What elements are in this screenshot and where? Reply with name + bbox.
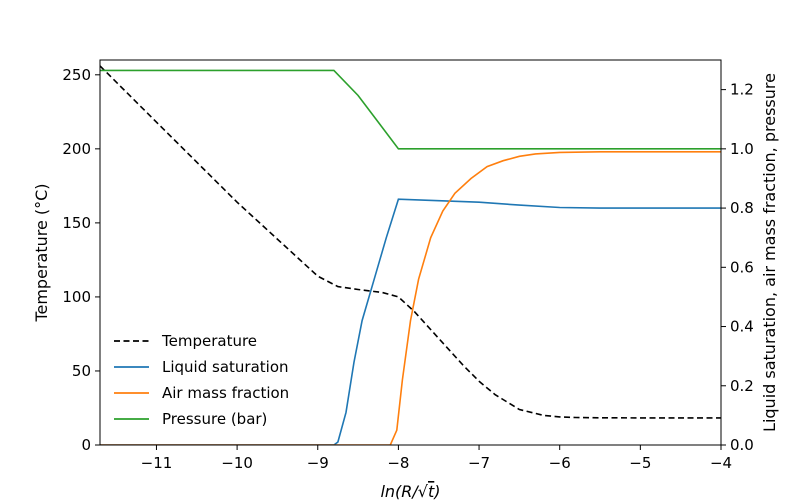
x-tick-label: −10 — [221, 454, 253, 472]
y-left-tick-label: 250 — [62, 66, 91, 84]
y-left-tick-label: 150 — [62, 214, 91, 232]
y-left-tick-label: 100 — [62, 288, 91, 306]
legend-label-pressure-bar: Pressure (bar) — [162, 410, 267, 428]
legend-label-temperature: Temperature — [161, 332, 257, 350]
plot-frame — [99, 59, 722, 446]
x-tick-label: −11 — [141, 454, 173, 472]
y-right-tick-label: 0.0 — [730, 436, 754, 454]
y-right-tick-label: 0.6 — [730, 258, 754, 276]
ticks-layer: −11 −10 −9 −8 −7 −6 −5 −4 0 50 100 150 200 250 0.0 0.2 0… — [62, 66, 754, 472]
y-right-tick-label: 1.0 — [730, 140, 754, 158]
y-left-tick-label: 50 — [72, 362, 91, 380]
series-line-liquid-saturation — [100, 198, 721, 445]
x-axis-label-suffix: ) — [433, 482, 440, 500]
x-tick-label: −7 — [468, 454, 490, 472]
legend: Temperature Liquid saturation Air mass fra… — [114, 332, 289, 428]
y-axis-left-label: Temperature (°C) — [32, 183, 51, 322]
y-right-tick-label: 0.2 — [730, 377, 754, 395]
x-tick-label: −4 — [710, 454, 732, 472]
series-layer — [100, 65, 721, 445]
x-axis-label: ln(R/√t) — [380, 482, 440, 500]
series-line-pressure-bar — [100, 69, 721, 150]
y-left-tick-label: 0 — [81, 436, 91, 454]
x-axis-label-radical: √ — [418, 482, 429, 500]
x-tick-label: −5 — [629, 454, 651, 472]
y-axis-right-label: Liquid saturation, air mass fraction, pr… — [760, 73, 779, 432]
x-tick-label: −8 — [387, 454, 409, 472]
legend-label-air-mass-fraction: Air mass fraction — [162, 384, 289, 402]
series-line-temperature — [100, 65, 721, 419]
legend-label-liquid-saturation: Liquid saturation — [162, 358, 289, 376]
x-axis-label-radicand: t — [428, 482, 435, 500]
x-tick-label: −6 — [549, 454, 571, 472]
y-right-tick-label: 0.8 — [730, 199, 754, 217]
y-left-tick-label: 200 — [62, 140, 91, 158]
y-right-tick-label: 1.2 — [730, 81, 754, 99]
y-right-tick-label: 0.4 — [730, 318, 754, 336]
x-tick-label: −9 — [307, 454, 329, 472]
x-axis-label-prefix: ln(R/ — [380, 482, 419, 500]
series-line-air-mass-fraction — [100, 151, 721, 445]
